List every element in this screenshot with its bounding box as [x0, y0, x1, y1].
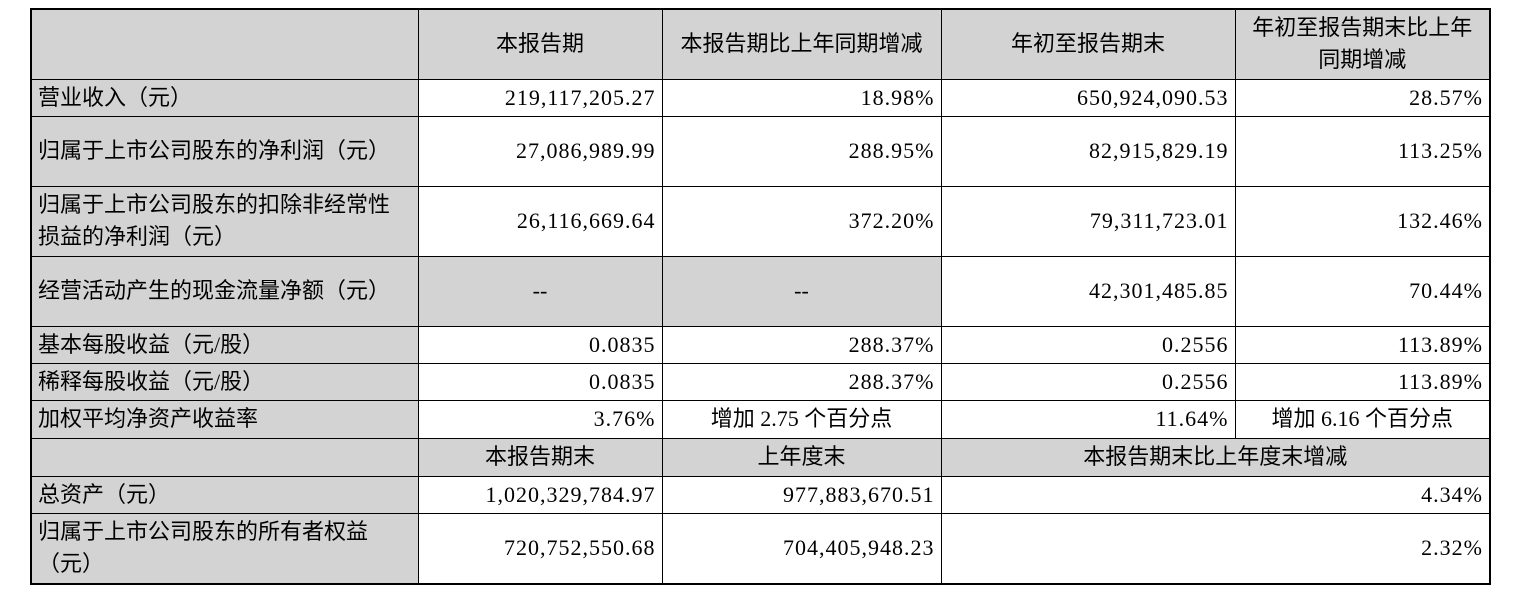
cell-value-na: -- — [661, 255, 942, 327]
cell-value: 977,883,670.51 — [661, 475, 942, 514]
cell-value: 132.46% — [1234, 185, 1491, 257]
table-row-operating-cash-flow: 经营活动产生的现金流量净额（元） -- -- 42,301,485.85 70.… — [30, 255, 1491, 327]
row-label: 基本每股收益（元/股） — [30, 325, 419, 364]
cell-value: 650,924,090.53 — [940, 78, 1236, 117]
cell-value: 42,301,485.85 — [940, 255, 1236, 327]
document-page: 本报告期 本报告期比上年同期增减 年初至报告期末 年初至报告期末比上年同期增减 … — [30, 8, 1491, 585]
row-label: 稀释每股收益（元/股） — [30, 362, 419, 401]
cell-value: 720,752,550.68 — [417, 512, 663, 585]
header-row-period: 本报告期 本报告期比上年同期增减 年初至报告期末 年初至报告期末比上年同期增减 — [30, 8, 1491, 80]
row-label: 加权平均净资产收益率 — [30, 399, 419, 439]
cell-value: 0.0835 — [417, 325, 663, 364]
cell-value: 0.2556 — [940, 325, 1236, 364]
column-header-current-period-yoy: 本报告期比上年同期增减 — [661, 8, 942, 80]
row-label: 经营活动产生的现金流量净额（元） — [30, 255, 419, 327]
cell-value: 113.89% — [1234, 325, 1491, 364]
cell-value: 27,086,989.99 — [417, 115, 663, 187]
cell-value: 0.2556 — [940, 362, 1236, 401]
cell-value: 82,915,829.19 — [940, 115, 1236, 187]
cell-value: 26,116,669.64 — [417, 185, 663, 257]
cell-value: 18.98% — [661, 78, 942, 117]
column-header-prior-yearend: 上年度末 — [661, 437, 942, 477]
cell-value: 4.34% — [940, 475, 1491, 514]
financial-summary-table: 本报告期 本报告期比上年同期增减 年初至报告期末 年初至报告期末比上年同期增减 … — [30, 8, 1491, 585]
cell-value: 增加 2.75 个百分点 — [661, 399, 942, 439]
header-row-yearend: 本报告期末 上年度末 本报告期末比上年度末增减 — [30, 437, 1491, 477]
cell-value-na: -- — [417, 255, 663, 327]
table-row-revenue: 营业收入（元） 219,117,205.27 18.98% 650,924,09… — [30, 78, 1491, 117]
cell-value: 113.89% — [1234, 362, 1491, 401]
column-header-ytd-yoy: 年初至报告期末比上年同期增减 — [1234, 8, 1491, 80]
table-row-diluted-eps: 稀释每股收益（元/股） 0.0835 288.37% 0.2556 113.89… — [30, 362, 1491, 401]
cell-value: 288.37% — [661, 362, 942, 401]
cell-value: 372.20% — [661, 185, 942, 257]
table-row-net-profit: 归属于上市公司股东的净利润（元） 27,086,989.99 288.95% 8… — [30, 115, 1491, 187]
cell-value: 79,311,723.01 — [940, 185, 1236, 257]
table-row-weighted-avg-roe: 加权平均净资产收益率 3.76% 增加 2.75 个百分点 11.64% 增加 … — [30, 399, 1491, 439]
cell-value: 219,117,205.27 — [417, 78, 663, 117]
row-label: 归属于上市公司股东的扣除非经常性损益的净利润（元） — [30, 185, 419, 257]
row-label: 归属于上市公司股东的净利润（元） — [30, 115, 419, 187]
table-row-equity: 归属于上市公司股东的所有者权益（元） 720,752,550.68 704,40… — [30, 512, 1491, 585]
corner-cell — [30, 8, 419, 80]
table-row-basic-eps: 基本每股收益（元/股） 0.0835 288.37% 0.2556 113.89… — [30, 325, 1491, 364]
column-header-current-period: 本报告期 — [417, 8, 663, 80]
column-header-report-period-end: 本报告期末 — [417, 437, 663, 477]
corner-cell — [30, 437, 419, 477]
cell-value: 28.57% — [1234, 78, 1491, 117]
cell-value: 70.44% — [1234, 255, 1491, 327]
table-row-net-profit-excl-nonrecurring: 归属于上市公司股东的扣除非经常性损益的净利润（元） 26,116,669.64 … — [30, 185, 1491, 257]
row-label: 总资产（元） — [30, 475, 419, 514]
cell-value: 增加 6.16 个百分点 — [1234, 399, 1491, 439]
cell-value: 0.0835 — [417, 362, 663, 401]
cell-value: 704,405,948.23 — [661, 512, 942, 585]
cell-value: 288.37% — [661, 325, 942, 364]
table-row-total-assets: 总资产（元） 1,020,329,784.97 977,883,670.51 4… — [30, 475, 1491, 514]
cell-value: 3.76% — [417, 399, 663, 439]
row-label: 归属于上市公司股东的所有者权益（元） — [30, 512, 419, 585]
column-header-ytd: 年初至报告期末 — [940, 8, 1236, 80]
cell-value: 288.95% — [661, 115, 942, 187]
column-header-change-vs-prior-yearend: 本报告期末比上年度末增减 — [940, 437, 1491, 477]
cell-value: 11.64% — [940, 399, 1236, 439]
cell-value: 113.25% — [1234, 115, 1491, 187]
row-label: 营业收入（元） — [30, 78, 419, 117]
cell-value: 1,020,329,784.97 — [417, 475, 663, 514]
cell-value: 2.32% — [940, 512, 1491, 585]
